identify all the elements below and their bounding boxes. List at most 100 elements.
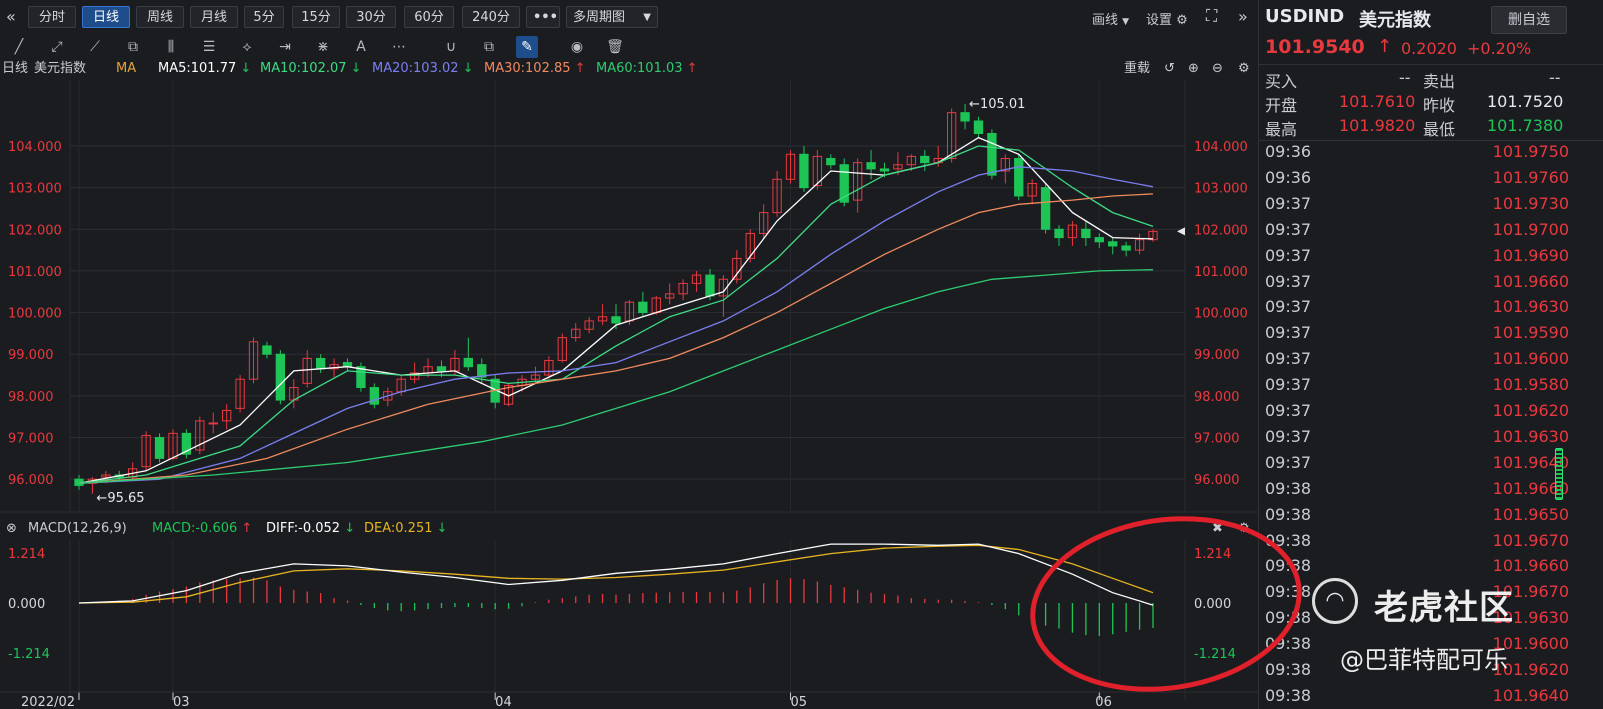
eye-icon[interactable]: ◉ xyxy=(570,39,584,55)
period-tab-30min[interactable]: 30分 xyxy=(346,6,396,28)
period-tab-fenshi[interactable]: 分时 xyxy=(28,6,76,28)
quote-divider xyxy=(1259,64,1603,65)
period-tab-240min[interactable]: 240分 xyxy=(462,6,520,28)
ma-label[interactable]: MA xyxy=(116,61,137,76)
candle-body xyxy=(356,366,366,389)
macd-y-tick: -1.214 xyxy=(1194,647,1236,662)
zoom-out-icon[interactable]: ⊖ xyxy=(1212,61,1223,76)
tick-time: 09:37 xyxy=(1265,452,1312,472)
tick-price: 101.9700 xyxy=(1492,219,1569,239)
period-tab-15min[interactable]: 15分 xyxy=(292,6,340,28)
tick-list[interactable]: 09:36 101.9750 09:36 101.9760 09:37 101.9730 0… xyxy=(1259,139,1603,709)
ray-tool-icon[interactable]: ⤢ xyxy=(51,39,63,55)
tick-time: 09:37 xyxy=(1265,349,1312,369)
channel-tool-icon[interactable]: ⫼ xyxy=(167,39,175,55)
period-tab-5min[interactable]: 5分 xyxy=(244,6,284,28)
tick-row: 09:36 101.9750 xyxy=(1263,139,1569,164)
fullscreen-icon[interactable]: ⛶ xyxy=(1206,6,1218,25)
candle-body xyxy=(1040,187,1051,230)
settings-button[interactable]: 设置 ⚙ xyxy=(1146,9,1188,28)
close-icon[interactable]: ✖ xyxy=(1212,521,1223,536)
down-arrow-icon: ↓ xyxy=(240,61,252,76)
tick-price: 101.9600 xyxy=(1492,349,1569,369)
y-tick-label: 103.000 xyxy=(1194,182,1248,197)
tick-time: 09:38 xyxy=(1265,582,1312,602)
y-tick-label: 103.000 xyxy=(8,182,62,197)
candle-body xyxy=(772,178,782,214)
candle-body xyxy=(665,293,675,299)
macd-toggle-icon[interactable]: ⊗ xyxy=(6,521,17,536)
tick-time: 09:38 xyxy=(1265,504,1312,524)
text-tool-icon[interactable]: A xyxy=(356,39,366,55)
multi-period-dropdown[interactable]: 多周期图 ▼ xyxy=(566,6,658,28)
tick-row: 09:36 101.9760 xyxy=(1263,165,1569,190)
candle-body xyxy=(987,132,997,176)
ma60-value: MA60:101.03 ↑ xyxy=(596,61,698,76)
candle-body xyxy=(503,384,514,405)
tick-price: 101.9640 xyxy=(1492,685,1569,705)
tick-time: 09:38 xyxy=(1265,660,1312,679)
trash-icon[interactable]: 🗑 xyxy=(606,39,624,55)
y-tick-label: 100.000 xyxy=(1194,307,1248,322)
reload-button[interactable]: 重载 xyxy=(1124,61,1151,76)
kline-chart[interactable]: 96.000 97.000 98.000 99.000 100.000 101.000 10… xyxy=(0,80,1258,709)
more-tools-icon[interactable]: ⋯ xyxy=(392,39,406,55)
ma-line-ma10 xyxy=(78,145,1154,484)
tick-price: 101.9660 xyxy=(1492,478,1569,498)
draw-line-menu[interactable]: 画线 ▼ xyxy=(1092,9,1129,28)
fan-tool-icon[interactable]: ⟡ xyxy=(242,39,252,55)
x-tick-label: 2022/02 xyxy=(21,695,75,709)
period-tab-60min[interactable]: 60分 xyxy=(404,6,454,28)
tick-row: 09:37 101.9690 xyxy=(1263,243,1569,268)
pen-icon[interactable]: ✎ xyxy=(516,36,538,58)
down-arrow-icon: ↓ xyxy=(344,521,356,536)
high-annotation: ←105.01 xyxy=(969,97,1025,112)
collapse-left-icon[interactable]: « xyxy=(6,7,16,26)
instrument-name: 美元指数 xyxy=(34,61,87,76)
macd-dea-line xyxy=(78,544,1154,604)
symbol-name: 美元指数 xyxy=(1359,10,1431,31)
gear-icon[interactable]: ⚙ xyxy=(1238,61,1250,76)
undo-icon[interactable]: ↺ xyxy=(1164,61,1175,76)
tick-row: 09:37 101.9630 xyxy=(1263,294,1569,319)
tick-time: 09:37 xyxy=(1265,401,1312,420)
candle-body xyxy=(1148,230,1158,241)
collapse-right-icon[interactable]: » xyxy=(1238,7,1248,26)
macd-title: MACD(12,26,9) xyxy=(28,521,127,536)
last-price: 101.9540 xyxy=(1265,36,1365,58)
tick-time: 09:38 xyxy=(1265,634,1312,654)
zoom-in-icon[interactable]: ⊕ xyxy=(1188,61,1199,76)
more-periods-button[interactable]: ••• xyxy=(526,6,560,28)
candle-body xyxy=(584,320,594,330)
line-tool-icon[interactable]: ╱ xyxy=(14,39,24,55)
measure-tool-icon[interactable]: ⇥ xyxy=(279,39,291,55)
tick-time: 09:36 xyxy=(1265,142,1312,161)
tick-time: 09:37 xyxy=(1265,219,1312,239)
gear-icon[interactable]: ⚙ xyxy=(1238,521,1250,536)
remove-watchlist-button[interactable]: 删自选 xyxy=(1491,6,1567,34)
copy-icon[interactable]: ⧉ xyxy=(484,39,494,55)
rect-tool-icon[interactable]: ⧉ xyxy=(128,39,138,55)
candle-body xyxy=(208,422,218,425)
candle-body xyxy=(852,162,863,201)
period-tab-weekly[interactable]: 周线 xyxy=(136,6,184,28)
up-arrow-icon: ↑ xyxy=(574,61,586,76)
ma30-value: MA30:102.85 ↑ xyxy=(484,61,586,76)
period-tab-monthly[interactable]: 月线 xyxy=(190,6,238,28)
candle-body xyxy=(262,345,272,355)
candle-body xyxy=(920,155,930,164)
candle-body xyxy=(597,316,608,322)
bid-label: 买入 xyxy=(1265,72,1298,91)
candle-body xyxy=(329,364,339,370)
polyline-tool-icon[interactable]: ⟋ xyxy=(90,39,100,55)
magnet-icon[interactable]: ∪ xyxy=(445,39,457,55)
ma-line-ma60 xyxy=(78,269,1154,484)
candle-body xyxy=(812,155,823,187)
macd-y-tick: 1.214 xyxy=(8,547,45,562)
bid-value: -- xyxy=(1399,68,1411,87)
tick-time: 09:37 xyxy=(1265,375,1312,395)
fib-tool-icon[interactable]: ☰ xyxy=(202,39,216,55)
period-tab-daily[interactable]: 日线 xyxy=(82,6,130,28)
gann-tool-icon[interactable]: ⋇ xyxy=(317,39,329,55)
tick-scrollbar[interactable] xyxy=(1555,448,1563,500)
